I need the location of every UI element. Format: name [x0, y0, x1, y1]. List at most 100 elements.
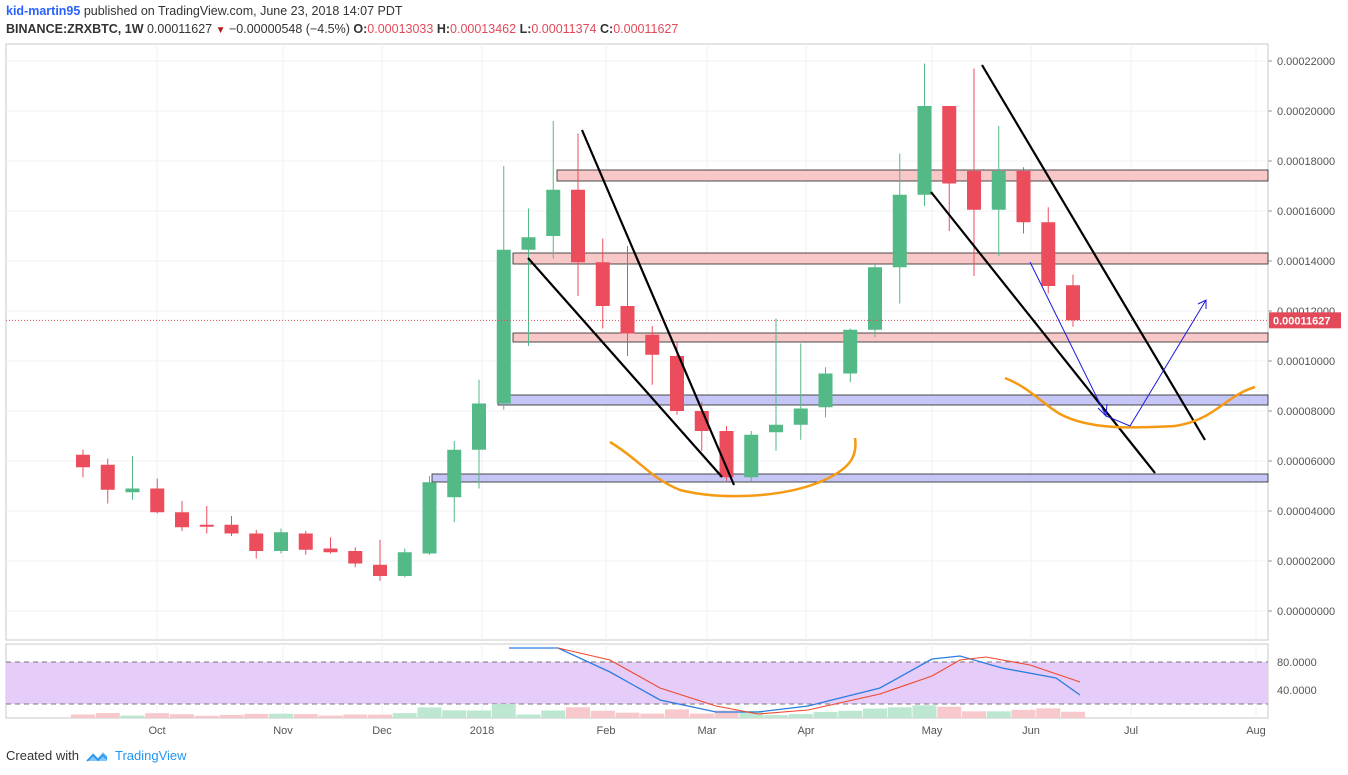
volume-bar: [764, 715, 788, 718]
candle-body-up[interactable]: [546, 189, 561, 236]
candle-body-up[interactable]: [521, 237, 536, 250]
candle-body-down[interactable]: [1066, 285, 1080, 321]
candle-body-up[interactable]: [125, 488, 140, 493]
candle-body-up[interactable]: [991, 171, 1006, 210]
created-with-label: Created with: [6, 748, 79, 763]
candle-body-down[interactable]: [199, 524, 214, 527]
volume-bar: [887, 707, 912, 718]
tradingview-brand-link[interactable]: TradingView: [114, 748, 187, 763]
y-tick-label: 0.00006000: [1277, 456, 1335, 468]
candle-body-down[interactable]: [1041, 222, 1056, 286]
rounding-bottom-curve[interactable]: [609, 437, 857, 498]
volume-bar: [71, 714, 95, 718]
candle-body-down[interactable]: [150, 488, 165, 513]
rsi-line[interactable]: [509, 647, 1081, 713]
candle-body-up[interactable]: [769, 424, 783, 433]
support-zone[interactable]: [497, 394, 1269, 406]
candle-body-down[interactable]: [249, 533, 264, 552]
x-tick-label: 2018: [470, 725, 494, 737]
low-label: L:: [519, 22, 532, 36]
y-tick-label: 0.00010000: [1277, 356, 1335, 368]
publish-text: published on TradingView.com, June 23, 2…: [83, 4, 403, 18]
volume-bar: [962, 711, 986, 718]
candle-body-up[interactable]: [892, 194, 907, 268]
volume-bar: [120, 715, 145, 718]
candle-body-up[interactable]: [447, 449, 462, 498]
volume-bar: [838, 710, 863, 718]
candle-body-down[interactable]: [942, 106, 957, 184]
chart-publish-info: kid-martin95 published on TradingView.co…: [6, 4, 403, 18]
y-tick-label: 0.00022000: [1277, 56, 1335, 68]
candle-body-down[interactable]: [967, 171, 981, 210]
volume-bar: [788, 714, 813, 718]
trendline[interactable]: [527, 257, 723, 478]
volume-bar: [615, 712, 640, 718]
volume-bar: [368, 714, 392, 718]
x-tick-label: May: [922, 725, 943, 737]
close-value: 0.00011627: [613, 22, 679, 36]
volume-bar: [541, 710, 566, 718]
candle-body-down[interactable]: [224, 524, 239, 534]
candle-body-down[interactable]: [719, 431, 734, 478]
resistance-zone[interactable]: [556, 169, 1269, 182]
candle-body-up[interactable]: [397, 552, 412, 576]
volume-bar: [442, 710, 467, 718]
high-value: 0.00013462: [450, 22, 517, 36]
volume-bar: [516, 714, 541, 718]
trendline[interactable]: [580, 129, 736, 486]
candle-body-down[interactable]: [373, 564, 387, 576]
candle-body-down[interactable]: [323, 548, 338, 553]
down-arrow-icon: ▼: [215, 25, 226, 36]
rsi-tick-label: 80.0000: [1277, 657, 1317, 669]
candle-body-down[interactable]: [645, 334, 660, 355]
x-tick-label: Apr: [797, 725, 814, 737]
volume-bar: [986, 711, 1011, 718]
author-link[interactable]: kid-martin95: [6, 4, 81, 18]
volume-bar: [95, 713, 120, 718]
volume-bar: [640, 713, 665, 718]
x-tick-label: Feb: [597, 725, 616, 737]
support-zone[interactable]: [431, 473, 1269, 483]
volume-bar: [170, 714, 194, 718]
candle-body-up[interactable]: [843, 329, 858, 374]
candle-body-down[interactable]: [670, 356, 684, 411]
projection-path[interactable]: [1029, 261, 1207, 427]
rsi-signal-line[interactable]: [557, 647, 1081, 715]
resistance-zone[interactable]: [512, 252, 1269, 265]
volume-bar: [219, 714, 244, 718]
candle-body-down[interactable]: [298, 533, 313, 550]
symbol-label: BINANCE:ZRXBTC, 1W: [6, 22, 144, 36]
open-label: O:: [353, 22, 368, 36]
x-tick-label: Dec: [372, 725, 392, 737]
x-tick-label: Nov: [273, 725, 293, 737]
open-value: 0.00013033: [367, 22, 434, 36]
y-tick-label: 0.00016000: [1277, 206, 1335, 218]
candle-body-up[interactable]: [422, 482, 437, 554]
y-tick-label: 0.00002000: [1277, 556, 1335, 568]
candle-body-down[interactable]: [595, 262, 610, 306]
candle-body-up[interactable]: [793, 408, 808, 425]
candle-body-up[interactable]: [472, 403, 486, 450]
candle-body-down[interactable]: [348, 551, 363, 564]
candle-body-up[interactable]: [818, 373, 833, 408]
candle-body-up[interactable]: [496, 249, 511, 404]
x-tick-label: Mar: [698, 725, 717, 737]
current-price-marker: [1269, 312, 1341, 329]
trendline[interactable]: [981, 64, 1206, 441]
x-tick-label: Oct: [148, 725, 165, 737]
candle-body-down[interactable]: [100, 464, 115, 490]
volume-bar: [318, 715, 343, 718]
candle-body-down[interactable]: [175, 512, 189, 528]
candle-body-down[interactable]: [620, 306, 635, 334]
candle-body-up[interactable]: [868, 267, 882, 330]
candle-body-up[interactable]: [744, 434, 759, 478]
resistance-zone[interactable]: [512, 332, 1269, 343]
price-chart[interactable]: Oct Nov Dec 2018 Feb Mar Apr May Jun Jul Aug 0.0002…: [0, 0, 1348, 740]
rounding-bottom-curve[interactable]: [1004, 376, 1256, 429]
candle-body-up[interactable]: [274, 532, 288, 551]
candle-body-down[interactable]: [1016, 171, 1031, 223]
candle-body-up[interactable]: [917, 106, 932, 195]
candle-body-down[interactable]: [76, 454, 90, 468]
candle-body-down[interactable]: [571, 189, 585, 263]
y-tick-label: 0.00014000: [1277, 256, 1335, 268]
